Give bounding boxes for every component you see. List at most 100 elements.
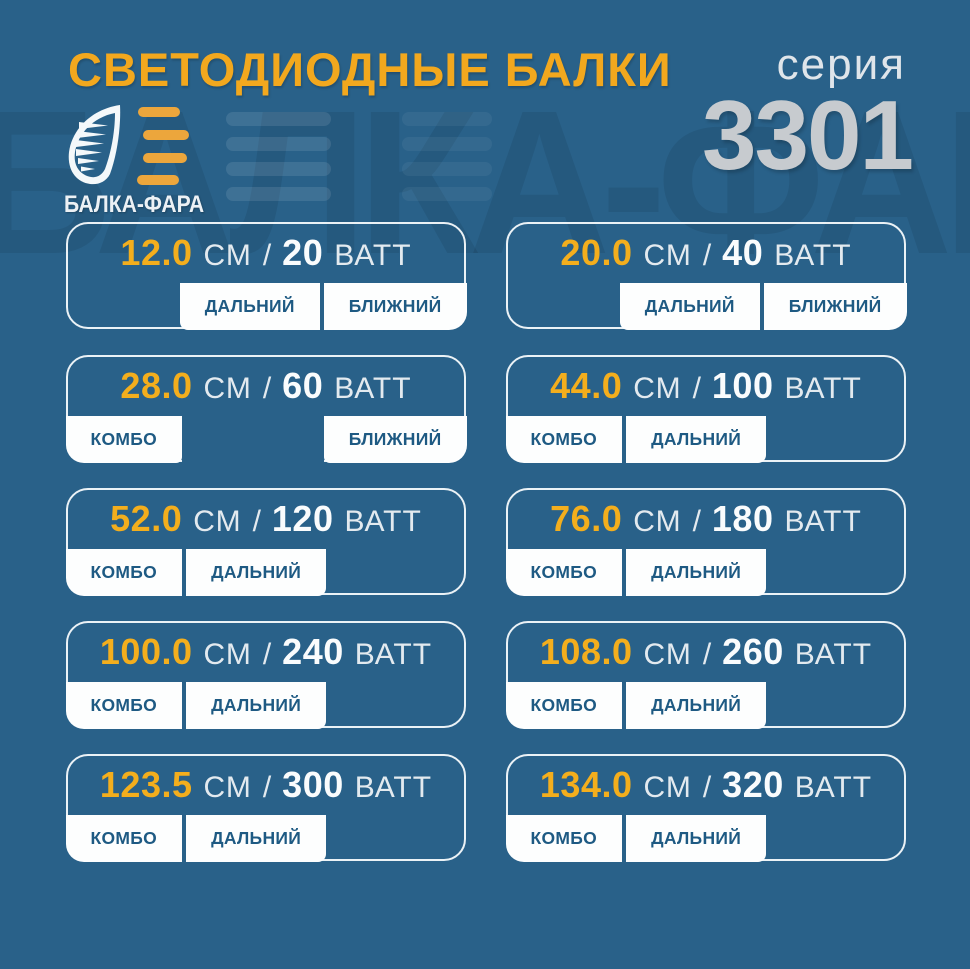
length-unit: СМ (203, 372, 252, 405)
watt-value: 20 (282, 232, 324, 273)
length-unit: СМ (203, 771, 252, 804)
headlight-lens-icon (68, 105, 189, 185)
length-unit: СМ (633, 505, 682, 538)
length-unit: СМ (643, 771, 692, 804)
tab-divider (622, 815, 627, 862)
tab-divider (319, 283, 324, 330)
product-card: 100.0 СМ / 240 ВАТТ КОМБО ДАЛЬНИЙ (65, 621, 466, 729)
product-spec: 20.0 СМ / 40 ВАТТ (508, 224, 904, 286)
watt-unit: ВАТТ (774, 239, 852, 272)
brand-name: БАЛКА-ФАРА (64, 191, 205, 218)
beam-tab: ДАЛЬНИЙ (186, 815, 327, 862)
tab-divider (622, 549, 627, 596)
watt-unit: ВАТТ (794, 638, 873, 671)
product-card: 12.0 СМ / 20 ВАТТ ДАЛЬНИЙ БЛИЖНИЙ (66, 222, 467, 330)
length-unit: СМ (193, 505, 242, 538)
tab-divider (182, 815, 187, 862)
beam-tab: ДАЛЬНИЙ (626, 549, 767, 596)
brand-logo: БАЛКА-ФАРА (64, 104, 214, 219)
separator: / (262, 638, 272, 671)
separator: / (262, 239, 272, 272)
beam-tabs: КОМБО ДАЛЬНИЙ (65, 682, 327, 729)
watt-value: 60 (282, 365, 324, 406)
separator: / (692, 505, 701, 538)
length-value: 108.0 (539, 631, 633, 672)
beam-tab: БЛИЖНИЙ (763, 283, 907, 330)
beam-tab: КОМБО (65, 682, 183, 729)
beam-tabs: КОМБО БЛИЖНИЙ (65, 416, 467, 463)
separator: / (692, 372, 701, 405)
length-unit: СМ (203, 638, 252, 671)
length-value: 20.0 (560, 232, 633, 273)
beam-tab: КОМБО (65, 815, 183, 862)
beam-tab: БЛИЖНИЙ (323, 416, 467, 463)
length-value: 123.5 (99, 764, 193, 805)
product-card: 44.0 СМ / 100 ВАТТ КОМБО ДАЛЬНИЙ (505, 355, 906, 463)
beam-tabs: ДАЛЬНИЙ БЛИЖНИЙ (179, 283, 467, 330)
beam-tabs: КОМБО ДАЛЬНИЙ (505, 815, 767, 862)
beam-tab: КОМБО (65, 549, 183, 596)
length-unit: СМ (633, 372, 682, 405)
length-value: 44.0 (550, 365, 623, 406)
product-card: 20.0 СМ / 40 ВАТТ ДАЛЬНИЙ БЛИЖНИЙ (506, 222, 907, 330)
watt-unit: ВАТТ (344, 505, 422, 538)
product-spec: 76.0 СМ / 180 ВАТТ (508, 490, 904, 552)
beam-tab: ДАЛЬНИЙ (619, 283, 760, 330)
length-value: 52.0 (110, 498, 183, 539)
beam-tabs: КОМБО ДАЛЬНИЙ (505, 682, 767, 729)
product-spec: 100.0 СМ / 240 ВАТТ (68, 623, 464, 685)
product-grid: 12.0 СМ / 20 ВАТТ ДАЛЬНИЙ БЛИЖНИЙ 20.0 СМ… (65, 222, 907, 862)
separator: / (252, 505, 261, 538)
product-spec: 28.0 СМ / 60 ВАТТ (68, 357, 464, 419)
watermark-bars (226, 112, 331, 212)
watt-value: 40 (722, 232, 764, 273)
watt-unit: ВАТТ (354, 638, 433, 671)
length-value: 12.0 (120, 232, 193, 273)
beam-tabs: ДАЛЬНИЙ БЛИЖНИЙ (619, 283, 907, 330)
beam-tab: ДАЛЬНИЙ (186, 682, 327, 729)
beam-tabs: КОМБО ДАЛЬНИЙ (505, 416, 767, 463)
beam-tab: КОМБО (505, 815, 623, 862)
length-value: 134.0 (539, 764, 633, 805)
length-unit: СМ (203, 239, 252, 272)
beam-tabs: КОМБО ДАЛЬНИЙ (65, 549, 327, 596)
product-spec: 12.0 СМ / 20 ВАТТ (68, 224, 464, 286)
length-value: 76.0 (550, 498, 623, 539)
watt-unit: ВАТТ (784, 505, 862, 538)
tab-divider (622, 682, 627, 729)
beam-tab: БЛИЖНИЙ (323, 283, 467, 330)
series-label: серия (776, 40, 906, 89)
watt-unit: ВАТТ (784, 372, 862, 405)
beam-tab: КОМБО (505, 549, 623, 596)
separator: / (262, 372, 272, 405)
product-card: 28.0 СМ / 60 ВАТТ КОМБО БЛИЖНИЙ (65, 355, 467, 463)
watt-value: 100 (711, 365, 774, 406)
watt-unit: ВАТТ (794, 771, 873, 804)
separator: / (702, 638, 712, 671)
beam-tab: КОМБО (505, 416, 623, 463)
watt-value: 120 (271, 498, 334, 539)
tab-divider (759, 283, 764, 330)
product-spec: 123.5 СМ / 300 ВАТТ (68, 756, 464, 818)
beam-tabs: КОМБО ДАЛЬНИЙ (65, 815, 327, 862)
beam-tab: КОМБО (505, 682, 623, 729)
product-card: 108.0 СМ / 260 ВАТТ КОМБО ДАЛЬНИЙ (505, 621, 906, 729)
series-number: 3301 (701, 80, 914, 190)
page-title: СВЕТОДИОДНЫЕ БАЛКИ (68, 43, 672, 96)
separator: / (702, 239, 712, 272)
product-card: 52.0 СМ / 120 ВАТТ КОМБО ДАЛЬНИЙ (65, 488, 466, 596)
watt-value: 180 (711, 498, 774, 539)
product-card: 134.0 СМ / 320 ВАТТ КОМБО ДАЛЬНИЙ (505, 754, 906, 862)
tab-divider (622, 416, 627, 463)
product-card: 76.0 СМ / 180 ВАТТ КОМБО ДАЛЬНИЙ (505, 488, 906, 596)
beam-tab: ДАЛЬНИЙ (626, 815, 767, 862)
watt-unit: ВАТТ (334, 239, 412, 272)
watt-value: 260 (722, 631, 784, 672)
separator: / (262, 771, 272, 804)
watt-unit: ВАТТ (334, 372, 412, 405)
beam-tab: КОМБО (65, 416, 183, 463)
tab-divider (182, 682, 187, 729)
beam-tabs: КОМБО ДАЛЬНИЙ (505, 549, 767, 596)
length-unit: СМ (643, 638, 692, 671)
length-unit: СМ (643, 239, 692, 272)
